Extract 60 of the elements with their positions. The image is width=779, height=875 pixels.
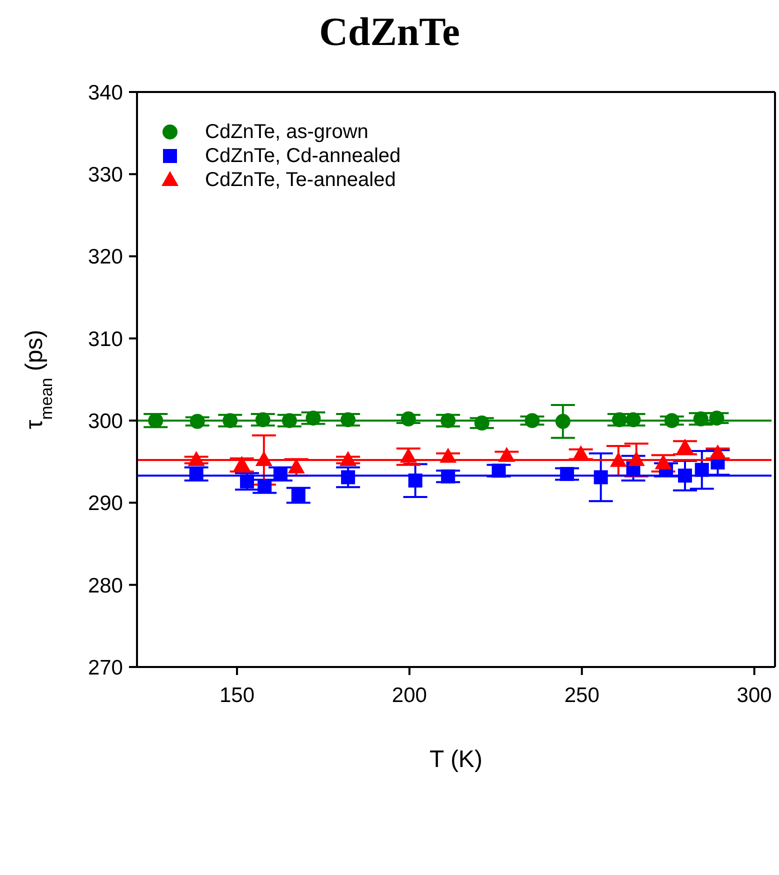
point bbox=[273, 466, 288, 481]
point bbox=[612, 412, 627, 428]
point bbox=[408, 474, 422, 488]
point bbox=[572, 445, 590, 460]
point bbox=[189, 466, 204, 481]
point bbox=[400, 411, 416, 426]
point bbox=[291, 488, 306, 502]
point bbox=[282, 413, 297, 428]
y-tick-label: 340 bbox=[88, 81, 123, 104]
point bbox=[560, 466, 574, 481]
x-axis-title: T (K) bbox=[430, 746, 482, 773]
x-tick-label: 150 bbox=[219, 684, 255, 707]
x-tick-label: 200 bbox=[392, 684, 427, 707]
point bbox=[628, 451, 645, 466]
point bbox=[694, 462, 709, 477]
y-tick-label: 280 bbox=[88, 574, 123, 598]
point bbox=[258, 479, 272, 494]
point bbox=[492, 464, 506, 478]
y-tick-label: 310 bbox=[88, 328, 123, 351]
point bbox=[693, 411, 708, 426]
point bbox=[190, 414, 205, 429]
point bbox=[654, 454, 672, 470]
point bbox=[676, 438, 694, 454]
point bbox=[255, 412, 270, 428]
point bbox=[306, 410, 321, 426]
point bbox=[498, 446, 516, 462]
point bbox=[678, 468, 692, 483]
point bbox=[441, 469, 456, 484]
point bbox=[255, 451, 272, 466]
y-tick-label: 300 bbox=[88, 410, 123, 434]
point bbox=[440, 413, 456, 428]
point bbox=[341, 470, 356, 484]
point bbox=[233, 456, 250, 471]
point bbox=[709, 410, 724, 426]
legend-label: CdZnTe, Te-annealed bbox=[205, 168, 396, 192]
point bbox=[440, 448, 457, 463]
y-tick-label: 270 bbox=[88, 656, 123, 680]
point bbox=[340, 412, 356, 428]
point bbox=[664, 413, 680, 428]
point bbox=[555, 414, 570, 429]
y-tick-label: 320 bbox=[88, 246, 123, 269]
point bbox=[148, 413, 164, 428]
point bbox=[626, 412, 641, 428]
point bbox=[709, 444, 726, 460]
chart-title: CdZnTe bbox=[318, 8, 461, 55]
point bbox=[240, 474, 254, 488]
legend-label: CdZnTe, as-grown bbox=[205, 120, 368, 144]
legend-label: CdZnTe, Cd-annealed bbox=[205, 144, 401, 168]
point bbox=[474, 416, 490, 431]
x-tick-label: 300 bbox=[736, 684, 772, 707]
point bbox=[594, 470, 608, 484]
point bbox=[188, 451, 205, 466]
point bbox=[524, 413, 540, 428]
point bbox=[610, 452, 627, 467]
x-tick-label: 250 bbox=[564, 684, 600, 707]
y-tick-label: 330 bbox=[88, 164, 123, 187]
point bbox=[400, 448, 417, 463]
point bbox=[222, 413, 238, 428]
point bbox=[340, 451, 357, 466]
y-tick-label: 290 bbox=[88, 492, 123, 516]
